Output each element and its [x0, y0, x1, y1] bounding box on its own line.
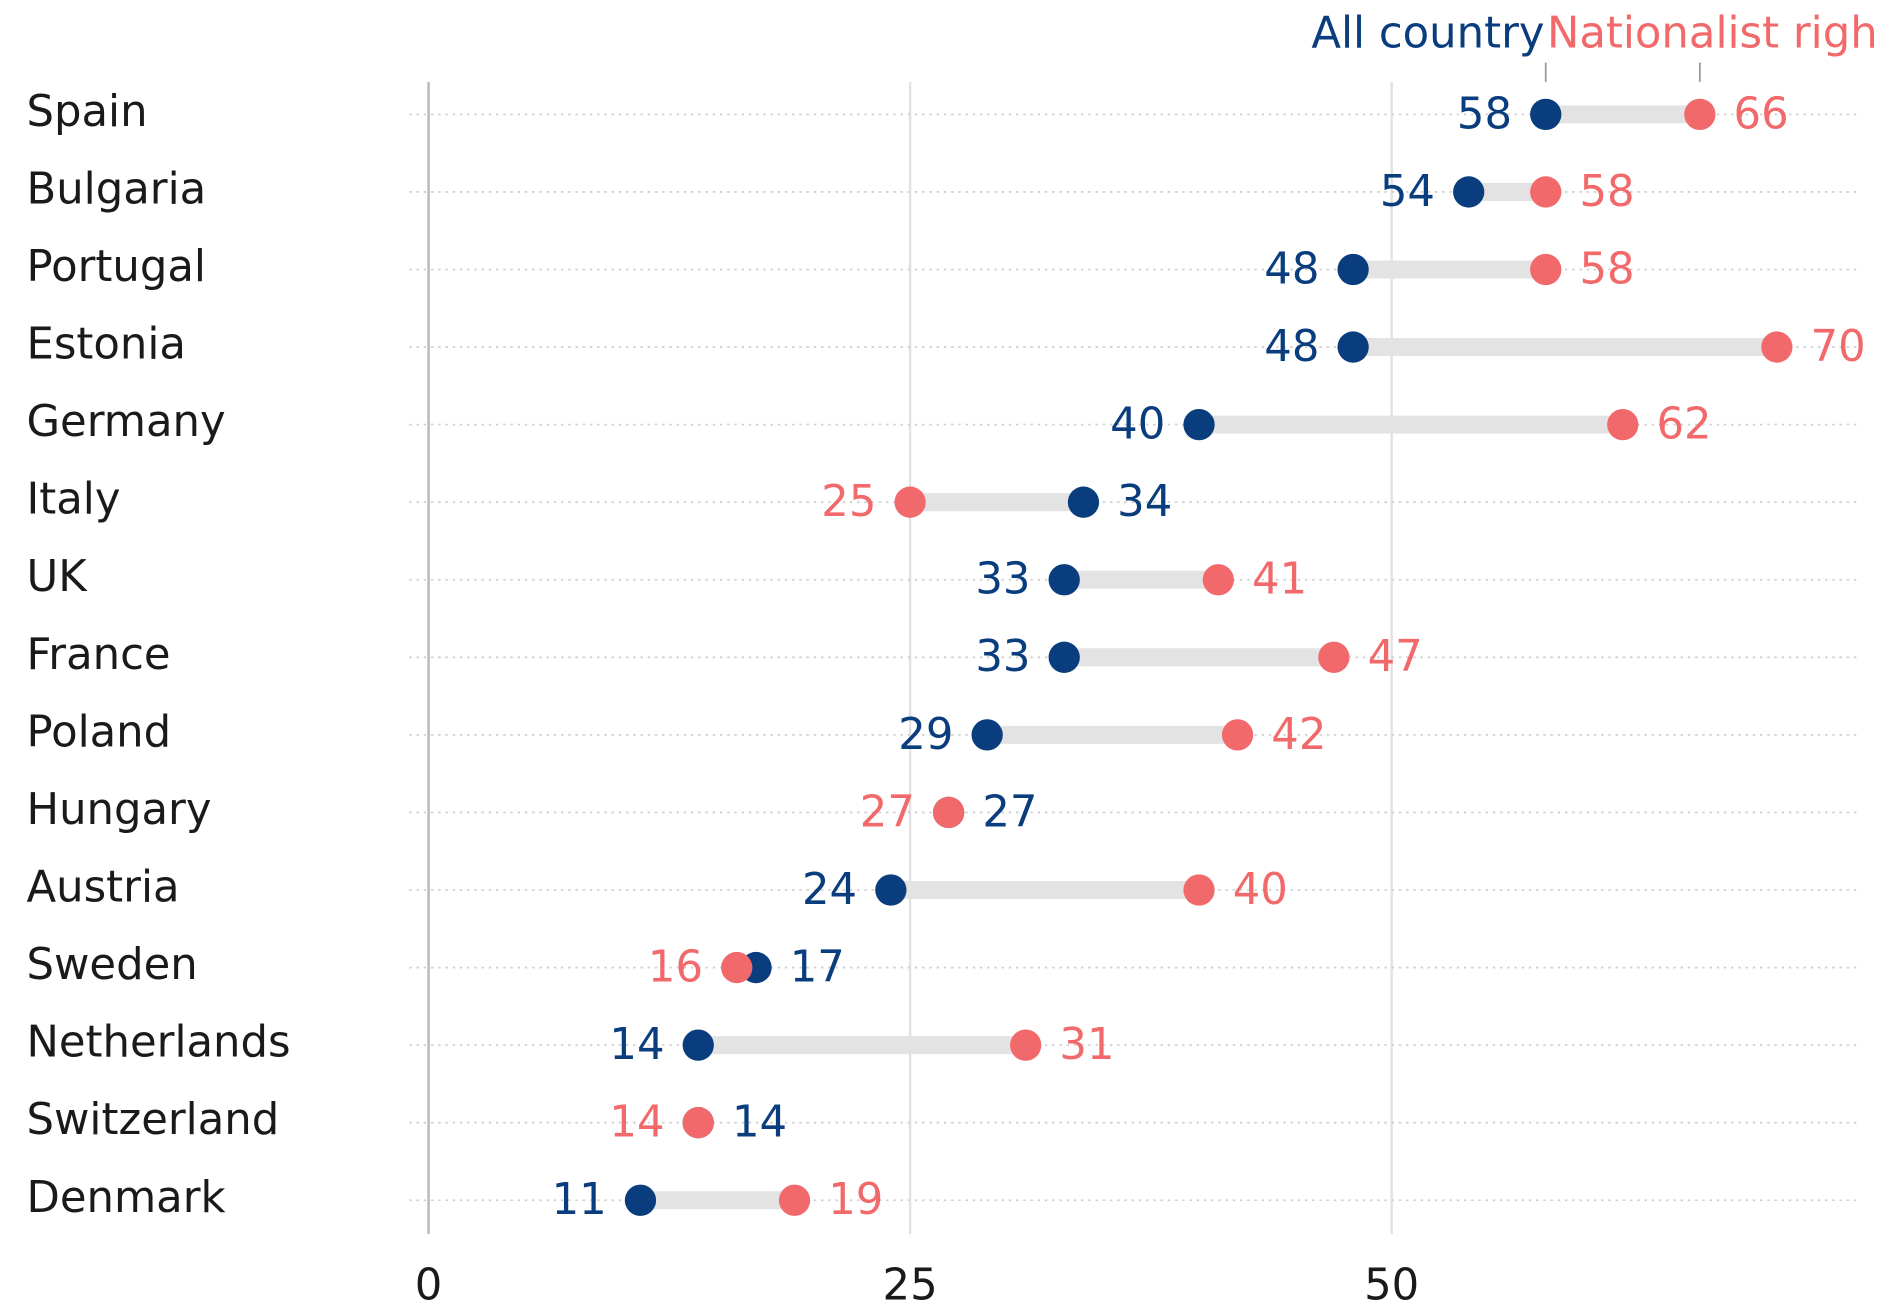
category-label: Bulgaria: [26, 164, 206, 214]
value-label: 40: [1110, 400, 1165, 450]
value-label: 27: [982, 787, 1037, 837]
category-label: Italy: [26, 475, 120, 525]
dot: [1337, 331, 1369, 363]
dot: [894, 486, 926, 518]
category-label: Denmark: [26, 1173, 225, 1223]
value-label: 40: [1233, 865, 1288, 915]
value-label: 16: [648, 942, 703, 992]
value-label: 31: [1059, 1020, 1114, 1070]
value-label: 19: [828, 1175, 883, 1225]
dot: [1530, 98, 1562, 131]
dot: [1067, 486, 1100, 518]
value-label: 33: [975, 632, 1030, 682]
value-label: 47: [1368, 632, 1423, 682]
value-label: 62: [1656, 400, 1711, 450]
value-label: 48: [1264, 322, 1319, 372]
value-label: 42: [1271, 710, 1326, 760]
dot: [1530, 253, 1562, 286]
value-label: 66: [1734, 89, 1789, 139]
dot: [721, 951, 753, 984]
category-label: Portugal: [26, 242, 205, 292]
legend-label: All country: [1311, 9, 1544, 59]
value-label: 27: [860, 787, 915, 837]
dot: [1048, 564, 1080, 596]
x-tick-label: 25: [883, 1261, 938, 1308]
dot: [932, 796, 965, 829]
value-label: 41: [1252, 555, 1307, 605]
value-label: 14: [732, 1098, 787, 1148]
dot: [624, 1184, 657, 1216]
dot: [1318, 641, 1350, 673]
dot: [1530, 176, 1562, 208]
category-label: Austria: [26, 863, 179, 913]
value-label: 58: [1579, 244, 1634, 294]
dot: [1010, 1029, 1042, 1061]
value-label: 33: [975, 555, 1030, 605]
dot: [1607, 408, 1639, 441]
value-label: 48: [1264, 244, 1319, 294]
dot: [778, 1184, 811, 1216]
dot: [682, 1029, 714, 1061]
value-label: 34: [1117, 477, 1172, 527]
category-label: Poland: [26, 707, 171, 757]
value-label: 58: [1579, 167, 1634, 217]
dot: [1684, 98, 1716, 131]
category-label: Switzerland: [26, 1095, 279, 1145]
category-label: Spain: [26, 87, 147, 137]
dot: [1761, 331, 1793, 363]
x-tick-label: 50: [1364, 1261, 1419, 1308]
value-label: 70: [1811, 322, 1866, 372]
dot: [682, 1107, 714, 1139]
dot: [971, 719, 1003, 751]
dot: [875, 874, 907, 906]
category-label: Sweden: [26, 940, 197, 990]
value-label: 17: [790, 942, 845, 992]
value-label: 14: [609, 1020, 664, 1070]
value-label: 29: [898, 710, 953, 760]
value-label: 58: [1457, 89, 1512, 139]
dot: [1183, 874, 1215, 906]
category-label: UK: [26, 552, 88, 602]
dot: [1202, 564, 1234, 596]
legend-label: Nationalist right: [1547, 9, 1878, 59]
value-label: 11: [552, 1175, 607, 1225]
category-label: Germany: [26, 397, 225, 447]
category-label: France: [26, 630, 170, 680]
dot: [1183, 408, 1215, 441]
value-label: 25: [821, 477, 876, 527]
dot: [1048, 641, 1080, 673]
value-label: 24: [802, 865, 857, 915]
category-label: Netherlands: [26, 1018, 290, 1068]
dot: [1221, 719, 1254, 751]
value-label: 54: [1380, 167, 1435, 217]
category-label: Hungary: [26, 785, 211, 835]
dot: [1337, 253, 1369, 286]
value-label: 14: [609, 1098, 664, 1148]
dot: [1453, 176, 1485, 208]
x-tick-label: 0: [415, 1261, 443, 1308]
category-label: Estonia: [26, 320, 186, 370]
